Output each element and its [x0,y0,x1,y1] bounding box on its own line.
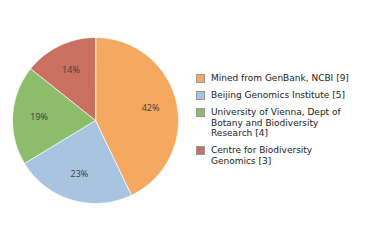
svg-text:42%: 42% [142,101,160,114]
html-text:Centre for Biodiversity Genomi: Centre for Biodiversity Genomics [3] [211,145,313,166]
html-text:Mined from GenBank, NCBI [9]: Mined from GenBank, NCBI [9] [211,73,349,84]
svg-text:23%: 23% [71,167,89,180]
html-text:Beijing Genomics Institute [5]: Beijing Genomics Institute [5] [211,90,345,100]
svg-text:19%: 19% [30,110,48,123]
html-text:University of Vienna, Dept of: University of Vienna, Dept of Botany and… [211,106,341,139]
svg-text:14%: 14% [62,63,80,76]
